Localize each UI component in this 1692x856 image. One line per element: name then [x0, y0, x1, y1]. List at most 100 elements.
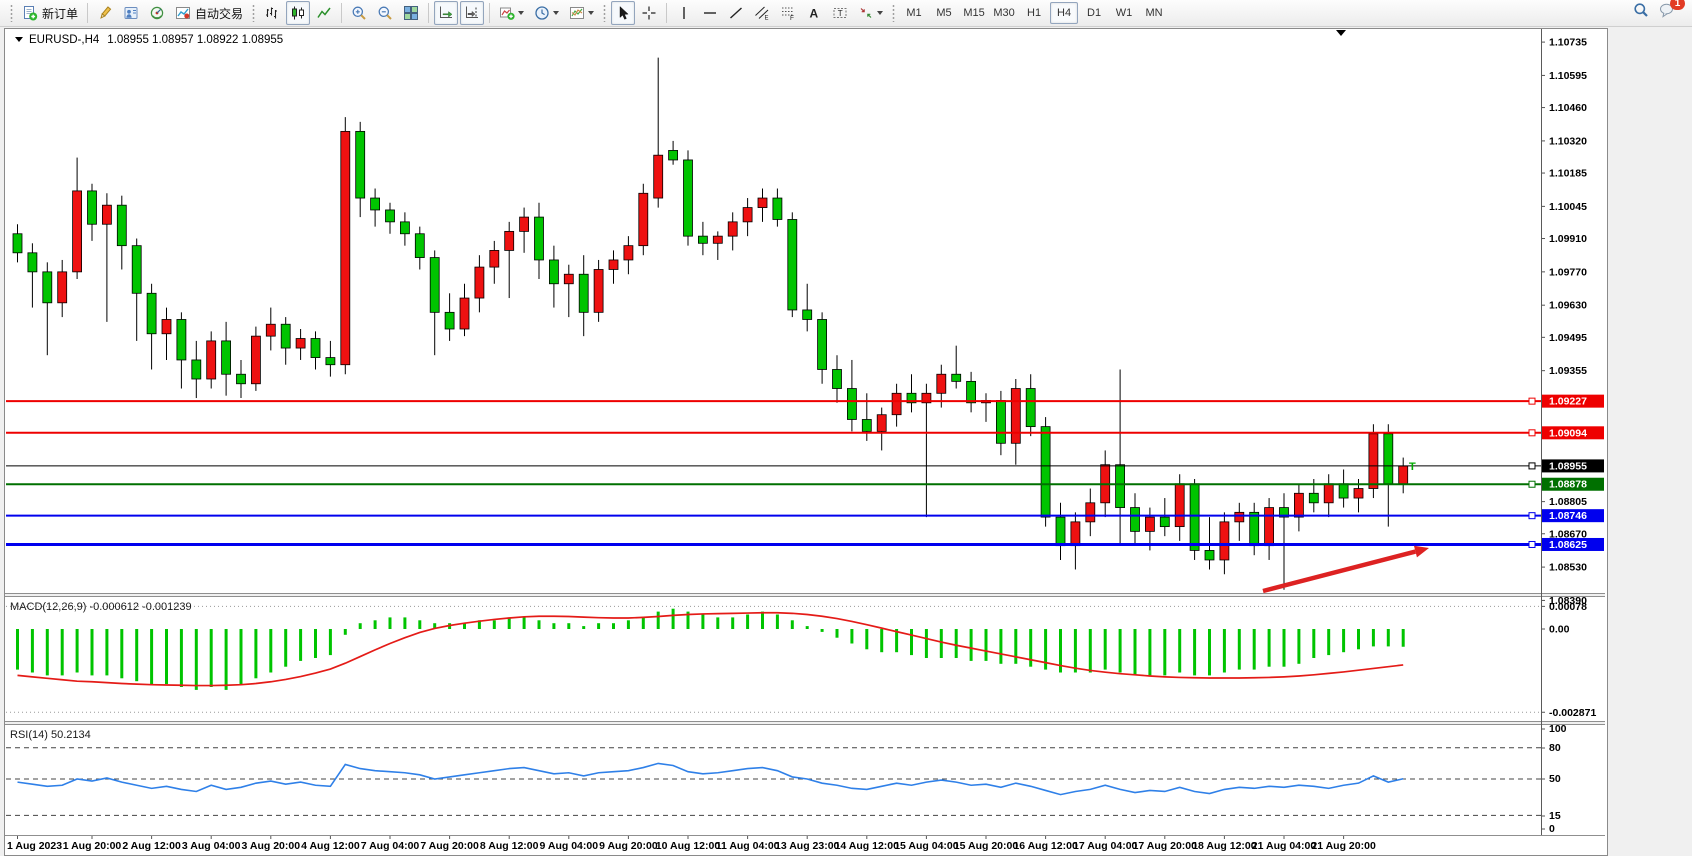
chart-canvas[interactable]: T EURUSD-,H4 1.08955 1.08957 1.08922 1.089…: [5, 29, 1605, 853]
toolbar-button-auto-scroll[interactable]: [434, 1, 459, 25]
bull-candle: [1353, 488, 1364, 499]
cursor-icon: [619, 6, 629, 20]
timeframe-button-d1[interactable]: D1: [1087, 7, 1102, 19]
toolbar-button-vertical-line[interactable]: [672, 1, 696, 25]
toolbar-button-crosshair[interactable]: [637, 1, 661, 25]
timeframe-button-m15[interactable]: M15: [963, 7, 985, 19]
toolbar-button-text[interactable]: A: [802, 1, 826, 25]
bear-candle: [221, 340, 232, 375]
toolbar-button-chart-shift[interactable]: [460, 1, 485, 25]
toolbar-button-bar-chart[interactable]: [260, 1, 284, 25]
timeframe-button-m30[interactable]: M30: [993, 7, 1015, 19]
bull-candle: [757, 197, 768, 208]
rsi-axis-label: 0: [1549, 823, 1555, 835]
line-handle[interactable]: [1528, 462, 1536, 470]
line-handle[interactable]: [1528, 512, 1536, 520]
bear-candle: [1189, 483, 1200, 551]
crosshair-icon: [642, 6, 656, 20]
timeframe-button-mn[interactable]: MN: [1145, 7, 1163, 19]
timeframe-button-w1[interactable]: W1: [1115, 7, 1133, 19]
periods-icon: [535, 6, 549, 20]
toolbar-button-horizontal-line[interactable]: [698, 1, 722, 25]
toolbar-button-indicators[interactable]: [495, 1, 528, 25]
price-tag-1.08955: 1.08955: [1542, 459, 1604, 473]
chart-window-eurusd-h4: T EURUSD-,H4 1.08955 1.08957 1.08922 1.089…: [4, 28, 1608, 856]
horizontal-line-1.08625[interactable]: [6, 540, 1541, 548]
chart-shift-marker[interactable]: [1336, 30, 1346, 36]
bull-candle: [519, 216, 529, 232]
symbol-dropdown-icon[interactable]: [15, 37, 23, 42]
bear-candle: [116, 204, 127, 247]
bear-candle: [1025, 388, 1036, 428]
toolbar-button-arrows[interactable]: [854, 1, 887, 25]
bear-candle: [832, 369, 842, 389]
notifications-button[interactable]: 1: [1655, 0, 1685, 25]
candles-group: [12, 57, 1409, 590]
svg-text:T: T: [838, 9, 843, 18]
toolbar-button-market-watch[interactable]: [93, 1, 117, 25]
chevron-down-icon[interactable]: [518, 11, 525, 15]
bear-candle: [996, 400, 1006, 444]
chevron-down-icon[interactable]: [588, 11, 595, 15]
svg-text:1.09227: 1.09227: [1549, 396, 1587, 408]
toolbar-button-data-window[interactable]: [119, 1, 143, 25]
bull-candle: [72, 190, 82, 273]
trend-arrow-annotation[interactable]: [1262, 545, 1429, 594]
pane-divider[interactable]: [5, 721, 1605, 725]
horizontal-line-1.09094[interactable]: [6, 429, 1541, 437]
line-handle[interactable]: [1528, 397, 1536, 405]
timeframe-button-h1[interactable]: H1: [1027, 7, 1042, 19]
time-axis-label: 18 Aug 12:00: [1192, 840, 1257, 852]
time-axis-label: 7 Aug 20:00: [420, 840, 479, 852]
toolbar-button-cursor[interactable]: [611, 1, 636, 25]
toolbar-button-zoom-out[interactable]: [373, 1, 397, 25]
horizontal-line-1.08955[interactable]: [6, 462, 1541, 470]
toolbar-grip: [892, 4, 896, 22]
toolbar-button-tile-windows[interactable]: [399, 1, 423, 25]
price-axis-label: 1.10320: [1549, 135, 1587, 147]
horizontal-line-1.08878[interactable]: [6, 480, 1541, 488]
toolbar-button-templates[interactable]: [565, 1, 598, 25]
bear-candle: [1249, 511, 1260, 547]
timeframe-button-h4[interactable]: H4: [1050, 2, 1079, 24]
macd-label: MACD(12,26,9) -0.000612 -0.001239: [10, 601, 192, 613]
bear-candle: [534, 216, 544, 261]
toolbar-button-navigator[interactable]: [145, 1, 169, 25]
toolbar-button-line-chart[interactable]: [312, 1, 336, 25]
zoom-out-icon: [378, 6, 392, 20]
toolbar-button-candle-chart[interactable]: [286, 1, 311, 25]
toolbar-button-fibonacci[interactable]: F: [776, 1, 800, 25]
line-handle[interactable]: [1528, 540, 1536, 548]
horizontal-line-1.08746[interactable]: [6, 512, 1541, 520]
line-handle[interactable]: [1528, 480, 1536, 488]
bull-candle: [265, 323, 276, 337]
notification-badge: 1: [1670, 0, 1685, 10]
bull-candle: [1085, 502, 1096, 523]
toolbar-button-zoom-in[interactable]: [347, 1, 371, 25]
search-button[interactable]: [1629, 1, 1653, 25]
chart-title: EURUSD-,H4 1.08955 1.08957 1.08922 1.0895…: [15, 34, 283, 46]
toolbar-button-periods[interactable]: [530, 1, 563, 25]
bull-candle: [921, 392, 932, 404]
timeframe-button-m1[interactable]: M1: [906, 7, 922, 19]
bear-candle: [131, 245, 142, 294]
toolbar-button-text-label[interactable]: T: [828, 1, 852, 25]
bull-candle: [727, 221, 738, 237]
time-axis-label: 8 Aug 12:00: [480, 840, 539, 852]
bear-candle: [414, 233, 425, 258]
time-axis-label: 10 Aug 12:00: [656, 840, 721, 852]
price-axis-label: 1.10460: [1549, 102, 1587, 114]
auto-trading-icon: [176, 7, 191, 19]
line-chart-icon: [317, 7, 331, 18]
chevron-down-icon[interactable]: [553, 11, 560, 15]
toolbar-button-trend-line[interactable]: [724, 1, 748, 25]
timeframe-button-m5[interactable]: M5: [936, 7, 952, 19]
horizontal-line-1.09227[interactable]: [6, 397, 1541, 405]
toolbar-button-equidistant-channel[interactable]: E: [750, 1, 774, 25]
line-handle[interactable]: [1528, 429, 1536, 437]
bull-candle: [57, 271, 68, 304]
pane-divider[interactable]: [5, 593, 1605, 597]
toolbar-button-new-order[interactable]: 新订单: [18, 1, 82, 25]
chevron-down-icon[interactable]: [877, 11, 884, 15]
toolbar-button-auto-trading[interactable]: 自动交易: [171, 1, 247, 25]
